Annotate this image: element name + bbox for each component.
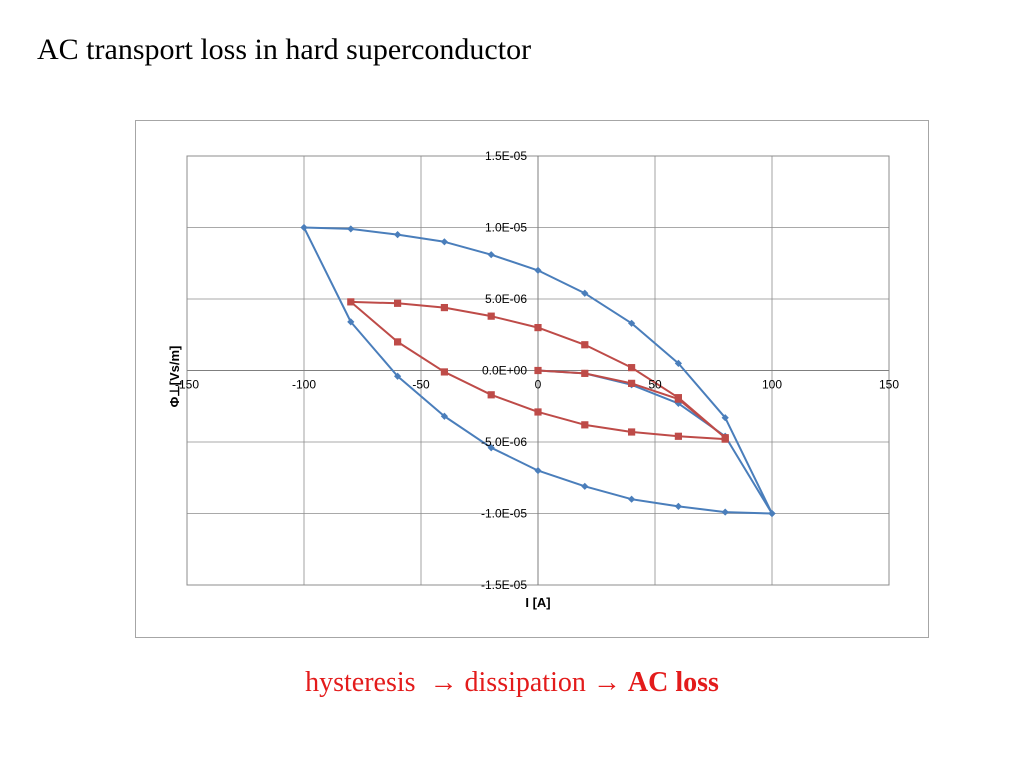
y-tick-label: 0.0E+00 — [482, 364, 527, 378]
caption-hysteresis: hysteresis — [305, 667, 416, 698]
y-tick-label: 1.0E-05 — [485, 221, 527, 235]
data-point — [394, 372, 402, 380]
y-tick-label: 1.5E-05 — [485, 149, 527, 163]
data-point — [721, 508, 729, 516]
x-tick-label: -100 — [292, 378, 316, 392]
x-tick-label: -50 — [412, 378, 430, 392]
data-point — [487, 312, 495, 320]
slide-title: AC transport loss in hard superconductor — [37, 33, 532, 66]
data-point — [534, 408, 542, 416]
data-point — [628, 495, 636, 503]
series-layer — [300, 223, 776, 518]
data-point — [628, 364, 636, 372]
caption-ac-loss: AC loss — [627, 667, 719, 698]
tick-layer: -150 -100 -50 0 50 100 150 -1.5E-05 -1.0E-05 -5.0… — [175, 149, 899, 592]
data-point — [628, 428, 636, 436]
series-line-1 — [303, 226, 773, 515]
x-tick-label: -150 — [175, 378, 199, 392]
data-point — [487, 391, 495, 399]
x-tick-label: 50 — [648, 378, 662, 392]
data-point — [440, 412, 448, 420]
data-point — [628, 319, 636, 327]
data-point — [581, 482, 589, 490]
data-point — [487, 251, 495, 259]
data-point — [394, 231, 402, 239]
y-tick-label: -1.0E-05 — [481, 507, 527, 521]
data-point — [347, 298, 355, 306]
data-point — [674, 432, 682, 440]
data-point — [440, 303, 448, 312]
y-tick-label: 5.0E-06 — [485, 292, 527, 306]
caption-dissipation: dissipation — [464, 667, 586, 698]
data-point — [487, 444, 495, 452]
data-point — [440, 368, 448, 376]
data-point — [534, 366, 542, 375]
data-point — [347, 318, 355, 326]
data-point — [394, 338, 402, 346]
data-point — [394, 299, 402, 307]
x-tick-label: 100 — [762, 378, 782, 392]
data-point — [534, 324, 542, 332]
data-point — [300, 223, 308, 232]
data-point — [581, 421, 589, 429]
arrow-icon: → — [592, 667, 621, 698]
data-point — [721, 435, 729, 443]
data-point — [440, 238, 448, 246]
data-point — [768, 509, 776, 518]
y-tick-label: -1.5E-05 — [481, 578, 527, 592]
data-point — [534, 467, 542, 475]
data-point — [581, 341, 589, 349]
hysteresis-chart: -150 -100 -50 0 50 100 150 -1.5E-05 -1.0E-05 -5.0… — [167, 149, 899, 610]
data-point — [347, 225, 355, 233]
data-point — [628, 379, 636, 387]
y-axis-title: Φ⊥[Vs/m] — [167, 346, 182, 408]
y-tick-label: -5.0E-06 — [481, 435, 527, 449]
data-point — [674, 502, 682, 510]
data-point — [721, 414, 729, 422]
chart-frame: -150 -100 -50 0 50 100 150 -1.5E-05 -1.0E-05 -5.0… — [135, 120, 929, 638]
data-point — [581, 369, 589, 377]
x-axis-title: I [A] — [525, 595, 550, 610]
data-point — [674, 399, 682, 407]
caption: hysteresis → dissipation → AC loss — [0, 667, 1024, 699]
data-point — [674, 394, 682, 402]
arrow-icon: → — [429, 667, 458, 698]
data-point — [534, 266, 542, 274]
x-tick-label: 0 — [535, 378, 542, 392]
x-tick-label: 150 — [879, 378, 899, 392]
